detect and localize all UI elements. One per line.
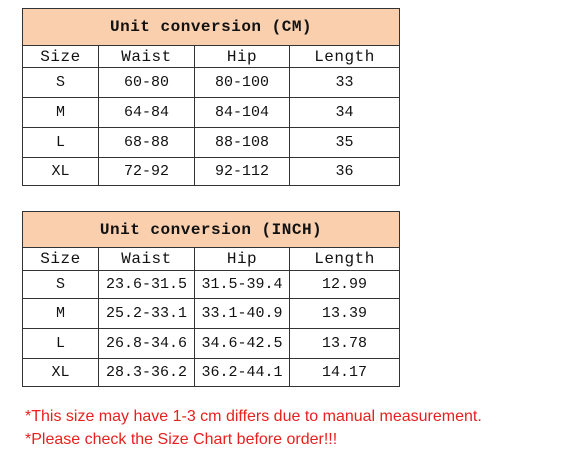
column-header: Size bbox=[22, 247, 99, 271]
cell: 35 bbox=[288, 127, 401, 158]
column-header: Hip bbox=[194, 45, 290, 68]
cell: 80-100 bbox=[194, 67, 290, 98]
data-row: S 23.6-31.5 31.5-39.4 12.99 bbox=[22, 270, 401, 299]
cell: XL bbox=[22, 157, 99, 186]
cell: 84-104 bbox=[194, 97, 290, 128]
cell: 92-112 bbox=[194, 157, 290, 186]
note: *This size may have 1-3 cm differs due t… bbox=[25, 408, 482, 425]
column-header: Waist bbox=[98, 45, 195, 68]
cell: 36 bbox=[288, 157, 401, 186]
cell: 26.8-34.6 bbox=[98, 328, 195, 359]
column-header: Size bbox=[22, 45, 99, 68]
header-row: Size Waist Hip Length bbox=[22, 247, 401, 271]
data-row: XL 72-92 92-112 36 bbox=[22, 157, 401, 186]
note: *Please check the Size Chart before orde… bbox=[25, 431, 338, 448]
data-row: M 64-84 84-104 34 bbox=[22, 97, 401, 128]
cell: 34.6-42.5 bbox=[194, 328, 290, 359]
cell: M bbox=[22, 97, 99, 128]
cell: 25.2-33.1 bbox=[98, 298, 195, 329]
title-row: Unit conversion (CM) bbox=[21, 8, 401, 46]
cell: L bbox=[22, 127, 99, 158]
table-title: Unit conversion (CM) bbox=[21, 8, 401, 46]
cell: M bbox=[22, 298, 99, 329]
size-table: Unit conversion (CM) Size Waist Hip Length S 6… bbox=[21, 8, 401, 186]
cell: 14.17 bbox=[288, 358, 401, 387]
cell: S bbox=[22, 67, 99, 98]
column-header: Length bbox=[288, 45, 401, 68]
cell: 33 bbox=[288, 67, 401, 98]
cell: 34 bbox=[288, 97, 401, 128]
cell: 68-88 bbox=[98, 127, 195, 158]
data-row: L 26.8-34.6 34.6-42.5 13.78 bbox=[22, 328, 401, 359]
cell: 36.2-44.1 bbox=[194, 358, 290, 387]
cell: 72-92 bbox=[98, 157, 195, 186]
size-table: Unit conversion (INCH) Size Waist Hip Length… bbox=[21, 211, 401, 387]
cell: 88-108 bbox=[194, 127, 290, 158]
column-header: Hip bbox=[194, 247, 290, 271]
cell: 60-80 bbox=[98, 67, 195, 98]
cell: 28.3-36.2 bbox=[98, 358, 195, 387]
cell: S bbox=[22, 270, 99, 299]
cell: XL bbox=[22, 358, 99, 387]
cell: 31.5-39.4 bbox=[194, 270, 290, 299]
cell: L bbox=[22, 328, 99, 359]
title-row: Unit conversion (INCH) bbox=[21, 211, 401, 248]
cell: 64-84 bbox=[98, 97, 195, 128]
header-row: Size Waist Hip Length bbox=[22, 45, 401, 68]
data-row: S 60-80 80-100 33 bbox=[22, 67, 401, 98]
column-header: Waist bbox=[98, 247, 195, 271]
table-title: Unit conversion (INCH) bbox=[21, 211, 401, 248]
cell: 12.99 bbox=[288, 270, 401, 299]
data-row: XL 28.3-36.2 36.2-44.1 14.17 bbox=[22, 358, 401, 387]
cell: 23.6-31.5 bbox=[98, 270, 195, 299]
cell: 13.78 bbox=[288, 328, 401, 359]
cell: 13.39 bbox=[288, 298, 401, 329]
data-row: M 25.2-33.1 33.1-40.9 13.39 bbox=[22, 298, 401, 329]
data-row: L 68-88 88-108 35 bbox=[22, 127, 401, 158]
cell: 33.1-40.9 bbox=[194, 298, 290, 329]
column-header: Length bbox=[288, 247, 401, 271]
